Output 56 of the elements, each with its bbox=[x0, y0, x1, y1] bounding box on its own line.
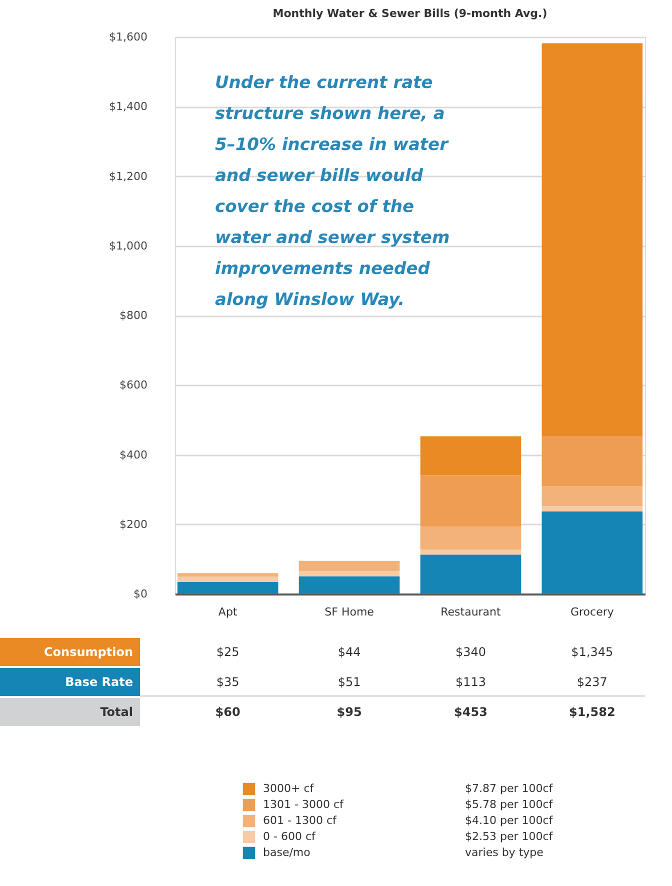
category-label: Consumption bbox=[44, 645, 133, 659]
x-tick-label: Restaurant bbox=[440, 606, 502, 618]
text: $7.87 per 100cf bbox=[465, 782, 554, 795]
text: $237 bbox=[576, 675, 608, 689]
bar bbox=[420, 475, 522, 527]
text: $1,345 bbox=[571, 645, 614, 659]
text: $113 bbox=[455, 675, 486, 689]
bar bbox=[542, 486, 643, 506]
y-tick-label: $200 bbox=[120, 518, 148, 531]
text: $340 bbox=[455, 645, 486, 659]
text: $51 bbox=[338, 675, 361, 689]
y-tick-label: $1,600 bbox=[109, 30, 148, 44]
legend-label: 3000+ cf bbox=[263, 782, 315, 795]
text: $4.10 per 100cf bbox=[465, 814, 554, 827]
y-tick-label: $0 bbox=[134, 588, 148, 600]
legend-label: 1301 - 3000 cf bbox=[263, 798, 344, 811]
bar bbox=[542, 436, 643, 486]
x-tick-label: Grocery bbox=[570, 606, 614, 618]
legend-label: base/mo bbox=[263, 846, 311, 859]
annotation: Under the current rate structure shown here, a 5–10% increase in water and sewer bills would cover the cost of the water and sewer system improvements needed along Winslow Way. bbox=[215, 73, 450, 310]
text: $95 bbox=[336, 705, 362, 719]
text: $44 bbox=[338, 645, 361, 659]
y-tick-label: $1,200 bbox=[109, 170, 148, 183]
x-tick-label: SF Home bbox=[324, 606, 374, 618]
bar bbox=[420, 436, 522, 476]
y-tick-label: $800 bbox=[120, 309, 148, 322]
category-label: Base Rate bbox=[65, 675, 133, 689]
x-tick-label: Apt bbox=[218, 606, 238, 618]
bar bbox=[420, 549, 522, 555]
text: $453 bbox=[454, 705, 488, 719]
text: $2.53 per 100cf bbox=[465, 830, 554, 843]
bar bbox=[542, 43, 643, 436]
bar bbox=[420, 526, 522, 550]
bar bbox=[420, 554, 522, 594]
bar bbox=[542, 506, 643, 512]
text: $35 bbox=[216, 675, 240, 689]
y-tick-label: $600 bbox=[120, 378, 148, 392]
bar bbox=[298, 576, 400, 594]
category-label: Total bbox=[100, 705, 133, 719]
text: varies by type bbox=[465, 846, 544, 859]
chart-title: Monthly Water & Sewer Bills (9-month Avg.) bbox=[272, 7, 548, 20]
y-tick-label: $1,400 bbox=[109, 100, 148, 114]
text: $25 bbox=[216, 645, 240, 659]
bar bbox=[542, 511, 643, 594]
bar bbox=[177, 576, 278, 582]
legend-label: 0 - 600 cf bbox=[263, 830, 316, 843]
bar bbox=[177, 573, 278, 577]
bar bbox=[298, 571, 400, 576]
text: $5.78 per 100cf bbox=[465, 798, 554, 811]
text: $1,582 bbox=[569, 705, 616, 719]
bar bbox=[298, 560, 400, 572]
legend-label: 601 - 1300 cf bbox=[263, 814, 338, 827]
y-tick-label: $400 bbox=[120, 448, 148, 462]
bar bbox=[177, 582, 278, 594]
y-tick-label: $1,000 bbox=[109, 239, 148, 252]
text: $60 bbox=[215, 705, 240, 719]
